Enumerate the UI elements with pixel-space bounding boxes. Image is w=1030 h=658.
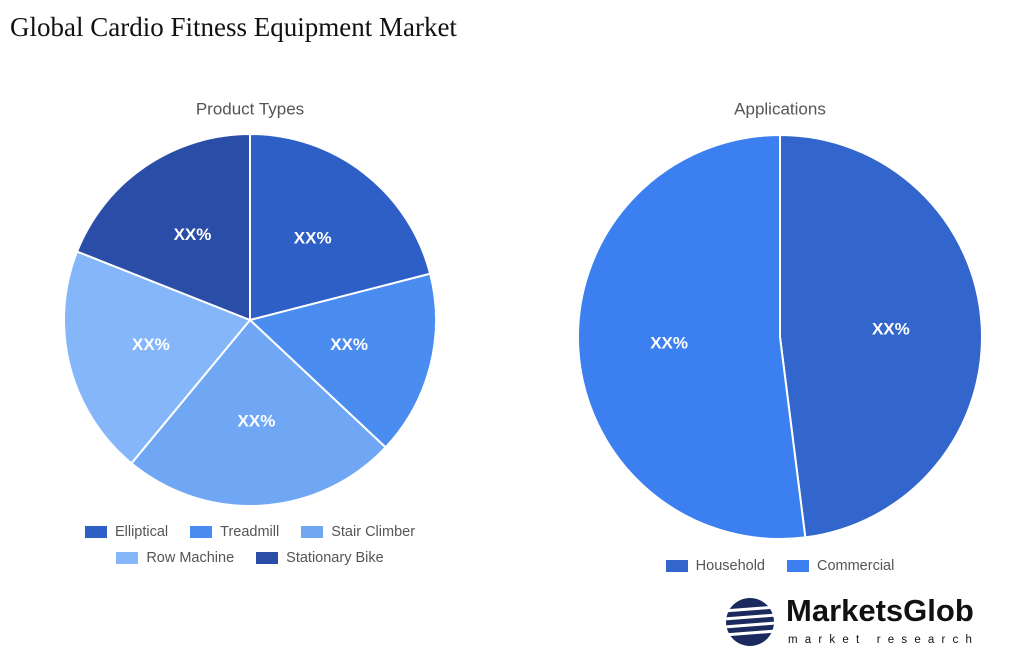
logo-tagline: market research bbox=[788, 634, 979, 646]
data-label: XX% bbox=[872, 320, 910, 339]
legend-swatch bbox=[665, 560, 688, 572]
legend-label: Stationary Bike bbox=[286, 550, 384, 566]
pie-slice bbox=[247, 272, 437, 449]
legend: Household Commercial bbox=[580, 558, 980, 574]
legend-label: Treadmill bbox=[220, 524, 280, 540]
data-label: XX% bbox=[650, 333, 688, 352]
logo-name: MarketsGlob bbox=[786, 595, 974, 628]
data-label: XX% bbox=[294, 229, 332, 248]
legend: Elliptical Treadmill Stair Climber Row Mach… bbox=[60, 524, 440, 566]
legend-label: Household bbox=[695, 558, 765, 574]
legend-item: Stationary Bike bbox=[256, 550, 384, 566]
chart-title: Product Types bbox=[196, 99, 304, 118]
chart-title: Applications bbox=[734, 99, 826, 118]
legend-item: Row Machine bbox=[116, 550, 234, 566]
legend-item: Treadmill bbox=[190, 524, 279, 540]
legend-label: Stair Climber bbox=[331, 524, 416, 540]
pie-slice bbox=[75, 132, 251, 322]
pie-slice bbox=[130, 318, 388, 507]
logo: MarketsGlob market research bbox=[723, 595, 979, 646]
legend-swatch bbox=[116, 552, 139, 564]
pie-slice bbox=[577, 133, 807, 540]
pie-slice bbox=[63, 250, 252, 465]
legend-swatch bbox=[301, 526, 324, 538]
legend-label: Elliptical bbox=[114, 524, 169, 540]
data-label: XX% bbox=[132, 335, 170, 354]
pie-slice bbox=[779, 133, 983, 539]
page-title: Global Cardio Fitness Equipment Market bbox=[10, 12, 457, 42]
legend-label: Commercial bbox=[816, 558, 895, 574]
legend-item: Stair Climber bbox=[301, 524, 415, 540]
data-label: XX% bbox=[238, 412, 276, 431]
data-label: XX% bbox=[174, 225, 212, 244]
logo-icon bbox=[723, 598, 777, 646]
legend-swatch bbox=[786, 560, 809, 572]
legend-label: Row Machine bbox=[146, 550, 235, 566]
legend-item: Household bbox=[665, 558, 765, 574]
legend-swatch bbox=[84, 526, 107, 538]
legend-swatch bbox=[190, 526, 213, 538]
pie-slice bbox=[249, 132, 432, 322]
legend-item: Commercial bbox=[786, 558, 895, 574]
legend-item: Elliptical bbox=[84, 524, 169, 540]
data-label: XX% bbox=[330, 335, 368, 354]
charts: Product Types XX% XX% XX% XX% XX% Applications… bbox=[63, 99, 983, 540]
legend-swatch bbox=[256, 552, 279, 564]
